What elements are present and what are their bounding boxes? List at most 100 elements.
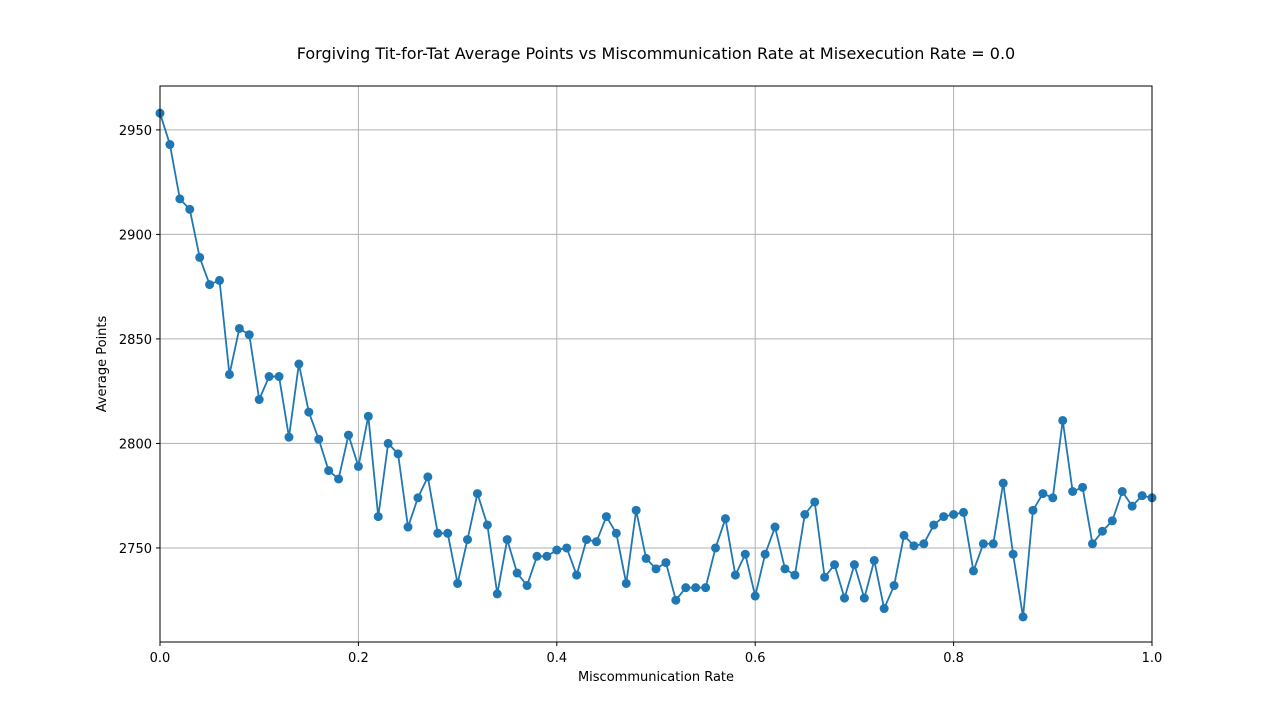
data-point bbox=[711, 543, 721, 553]
data-point bbox=[750, 591, 760, 601]
x-tick-label: 0.4 bbox=[546, 651, 567, 666]
data-point bbox=[631, 505, 641, 515]
data-point bbox=[591, 537, 601, 547]
data-point bbox=[522, 581, 532, 591]
data-point bbox=[1117, 487, 1127, 496]
data-point bbox=[383, 438, 393, 448]
data-point bbox=[264, 372, 274, 382]
data-point bbox=[939, 512, 949, 522]
data-point bbox=[363, 411, 373, 421]
data-point bbox=[661, 558, 671, 568]
data-point bbox=[1078, 482, 1088, 492]
data-point bbox=[909, 541, 919, 551]
data-point bbox=[720, 514, 730, 524]
data-point bbox=[859, 593, 869, 603]
data-point bbox=[482, 520, 492, 530]
data-point bbox=[919, 539, 929, 549]
data-point bbox=[810, 497, 820, 507]
data-point bbox=[770, 522, 780, 532]
data-point bbox=[889, 581, 899, 591]
data-point bbox=[988, 539, 998, 549]
data-point bbox=[433, 528, 443, 538]
data-point bbox=[730, 570, 740, 580]
data-point bbox=[453, 578, 463, 588]
data-point bbox=[641, 553, 651, 563]
data-point bbox=[582, 535, 592, 545]
data-point bbox=[1028, 505, 1038, 515]
data-point bbox=[284, 432, 294, 442]
y-tick-label: 2800 bbox=[119, 437, 152, 452]
data-point bbox=[601, 512, 611, 522]
data-point bbox=[423, 472, 433, 482]
data-point bbox=[393, 449, 403, 459]
data-point bbox=[849, 560, 859, 570]
data-point bbox=[324, 466, 334, 476]
y-tick-label: 2950 bbox=[119, 124, 152, 139]
data-point bbox=[1068, 487, 1078, 496]
data-series bbox=[155, 108, 1157, 622]
data-point bbox=[820, 572, 830, 582]
data-point bbox=[760, 549, 770, 559]
data-point bbox=[403, 522, 413, 532]
data-point bbox=[611, 528, 621, 538]
data-point bbox=[959, 507, 969, 517]
x-tick-label: 0.0 bbox=[150, 651, 171, 666]
data-point bbox=[790, 570, 800, 580]
data-point bbox=[978, 539, 988, 549]
data-point bbox=[165, 140, 175, 150]
data-point bbox=[1087, 539, 1097, 549]
data-point bbox=[1127, 501, 1137, 511]
data-point bbox=[949, 510, 959, 519]
data-point bbox=[1038, 489, 1048, 499]
data-point bbox=[175, 194, 185, 204]
data-point bbox=[274, 372, 284, 382]
data-point bbox=[1018, 612, 1028, 622]
data-point bbox=[304, 407, 314, 417]
data-point bbox=[343, 430, 353, 440]
y-tick-label: 2750 bbox=[119, 542, 152, 557]
x-tick-label: 1.0 bbox=[1142, 651, 1163, 666]
data-point bbox=[542, 551, 552, 561]
plot-area-frame bbox=[159, 85, 1153, 643]
data-point bbox=[929, 520, 939, 530]
x-tick-label: 0.2 bbox=[348, 651, 369, 666]
data-point bbox=[869, 555, 879, 565]
x-axis-label: Miscommunication Rate bbox=[578, 670, 734, 685]
data-point bbox=[512, 568, 522, 578]
axis-ticks: 0.0 0.2 0.4 0.6 0.8 1.0 2750 2800 2850 2900 2950 bbox=[119, 124, 1162, 666]
data-point bbox=[185, 204, 195, 214]
chart-title: Forgiving Tit-for-Tat Average Points vs … bbox=[297, 44, 1015, 63]
data-point bbox=[800, 510, 810, 519]
data-point bbox=[502, 535, 512, 545]
data-point bbox=[314, 434, 324, 444]
data-point bbox=[413, 493, 423, 503]
data-point bbox=[205, 280, 215, 290]
data-point bbox=[294, 359, 304, 369]
data-point bbox=[671, 595, 681, 605]
data-point bbox=[998, 478, 1008, 488]
data-point bbox=[1048, 493, 1058, 503]
data-point bbox=[1107, 516, 1117, 526]
data-point bbox=[334, 474, 344, 484]
data-point bbox=[701, 583, 711, 593]
data-point bbox=[463, 535, 473, 545]
data-point bbox=[443, 528, 453, 538]
x-tick-label: 0.8 bbox=[943, 651, 964, 666]
data-point bbox=[839, 593, 849, 603]
x-tick-label: 0.6 bbox=[745, 651, 766, 666]
y-tick-label: 2850 bbox=[119, 333, 152, 348]
data-point bbox=[1137, 491, 1147, 501]
data-point bbox=[195, 252, 205, 262]
data-point bbox=[244, 330, 254, 340]
data-point bbox=[968, 566, 978, 576]
data-point bbox=[254, 395, 264, 405]
data-point bbox=[472, 489, 482, 499]
data-point bbox=[562, 543, 572, 553]
data-point bbox=[224, 369, 234, 379]
data-point bbox=[681, 583, 691, 593]
data-point bbox=[830, 560, 840, 570]
y-axis-label: Average Points bbox=[95, 315, 110, 412]
